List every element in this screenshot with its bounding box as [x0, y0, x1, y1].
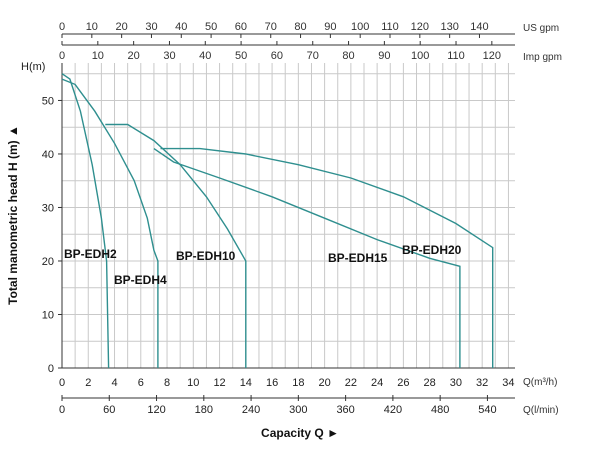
top-tick-label-impgpm: 110	[447, 50, 465, 62]
series-label-bp-edh10: BP-EDH10	[176, 249, 236, 263]
top-tick-label-impgpm: 50	[235, 50, 247, 62]
top-tick-label-impgpm: 30	[163, 50, 175, 62]
curve-bp-edh15	[153, 148, 461, 368]
top-tick-label-usgpm: 130	[440, 21, 458, 33]
top-tick-label-usgpm: 80	[294, 21, 306, 33]
x-tick-label-lmin: 60	[103, 404, 115, 416]
top-unit-usgpm-label: US gpm	[523, 23, 559, 34]
x-tick-label-m3h: 18	[292, 377, 304, 389]
top-tick-label-impgpm: 0	[59, 50, 65, 62]
top-tick-label-impgpm: 10	[92, 50, 104, 62]
top-tick-label-usgpm: 50	[205, 21, 217, 33]
x-tick-label-m3h: 8	[164, 377, 170, 389]
top-tick-label-usgpm: 140	[470, 21, 488, 33]
axes	[58, 33, 515, 401]
top-tick-label-usgpm: 110	[381, 21, 399, 33]
grid	[61, 63, 515, 369]
x-tick-label-lmin: 300	[289, 404, 307, 416]
x-tick-label-m3h: 6	[138, 377, 144, 389]
top-tick-label-impgpm: 90	[378, 50, 390, 62]
x-tick-label-m3h: 26	[397, 377, 409, 389]
curves	[61, 73, 494, 369]
x-tick-label-lmin: 180	[195, 404, 213, 416]
series-label-bp-edh4: BP-EDH4	[114, 273, 167, 287]
x-tick-label-m3h: 20	[318, 377, 330, 389]
x-unit-lmin-label: Q(l/min)	[523, 405, 559, 416]
top-tick-label-impgpm: 40	[199, 50, 211, 62]
x-tick-label-lmin: 540	[478, 404, 496, 416]
x-tick-label-lmin: 240	[242, 404, 260, 416]
top-tick-label-usgpm: 100	[351, 21, 369, 33]
y-tick-label: 20	[42, 256, 54, 268]
x-tick-label-lmin: 0	[59, 404, 65, 416]
x-tick-label-m3h: 4	[111, 377, 117, 389]
top-tick-label-impgpm: 120	[483, 50, 501, 62]
series-label-bp-edh2: BP-EDH2	[64, 247, 117, 261]
top-tick-label-impgpm: 60	[271, 50, 283, 62]
y-tick-label: 0	[48, 363, 54, 375]
top-tick-label-usgpm: 70	[265, 21, 277, 33]
top-tick-label-impgpm: 70	[307, 50, 319, 62]
y-tick-label: 30	[42, 202, 54, 214]
x-tick-label-lmin: 360	[336, 404, 354, 416]
x-tick-label-m3h: 22	[345, 377, 357, 389]
x-tick-label-m3h: 30	[450, 377, 462, 389]
curve-bp-edh4	[61, 78, 159, 368]
curve-bp-edh20	[160, 147, 494, 368]
x-tick-label-m3h: 16	[266, 377, 278, 389]
top-tick-label-usgpm: 60	[235, 21, 247, 33]
curve-bp-edh2	[61, 73, 110, 369]
y-axis-title: Total manometric head H (m) ▲	[6, 125, 20, 305]
top-tick-label-usgpm: 0	[59, 21, 65, 33]
series-label-bp-edh15: BP-EDH15	[328, 251, 388, 265]
x-tick-label-lmin: 480	[431, 404, 449, 416]
top-tick-label-usgpm: 30	[145, 21, 157, 33]
y-tick-label: 40	[42, 149, 54, 161]
top-tick-label-usgpm: 120	[411, 21, 429, 33]
top-unit-impgpm-label: Imp gpm	[523, 52, 562, 63]
series-label-bp-edh20: BP-EDH20	[402, 243, 462, 257]
top-tick-label-impgpm: 80	[342, 50, 354, 62]
x-tick-label-m3h: 10	[187, 377, 199, 389]
top-tick-label-usgpm: 40	[175, 21, 187, 33]
x-tick-label-lmin: 420	[384, 404, 402, 416]
top-tick-label-usgpm: 90	[324, 21, 336, 33]
x-tick-label-m3h: 2	[85, 377, 91, 389]
x-unit-m3h-label: Q(m³/h)	[523, 377, 557, 388]
top-tick-label-usgpm: 20	[116, 21, 128, 33]
y-unit-label: H(m)	[21, 61, 45, 73]
x-tick-label-m3h: 14	[240, 377, 252, 389]
y-tick-label: 10	[42, 309, 54, 321]
top-tick-label-usgpm: 10	[86, 21, 98, 33]
x-tick-label-m3h: 12	[213, 377, 225, 389]
x-tick-label-m3h: 0	[59, 377, 65, 389]
x-tick-label-m3h: 32	[476, 377, 488, 389]
top-tick-label-impgpm: 20	[128, 50, 140, 62]
x-tick-label-m3h: 34	[502, 377, 514, 389]
x-tick-label-m3h: 24	[371, 377, 383, 389]
x-axis-title: Capacity Q ►	[261, 426, 339, 440]
y-tick-label: 50	[42, 95, 54, 107]
top-tick-label-impgpm: 100	[411, 50, 429, 62]
x-tick-label-lmin: 120	[147, 404, 165, 416]
x-tick-label-m3h: 28	[424, 377, 436, 389]
curve-bp-edh10	[105, 123, 247, 368]
